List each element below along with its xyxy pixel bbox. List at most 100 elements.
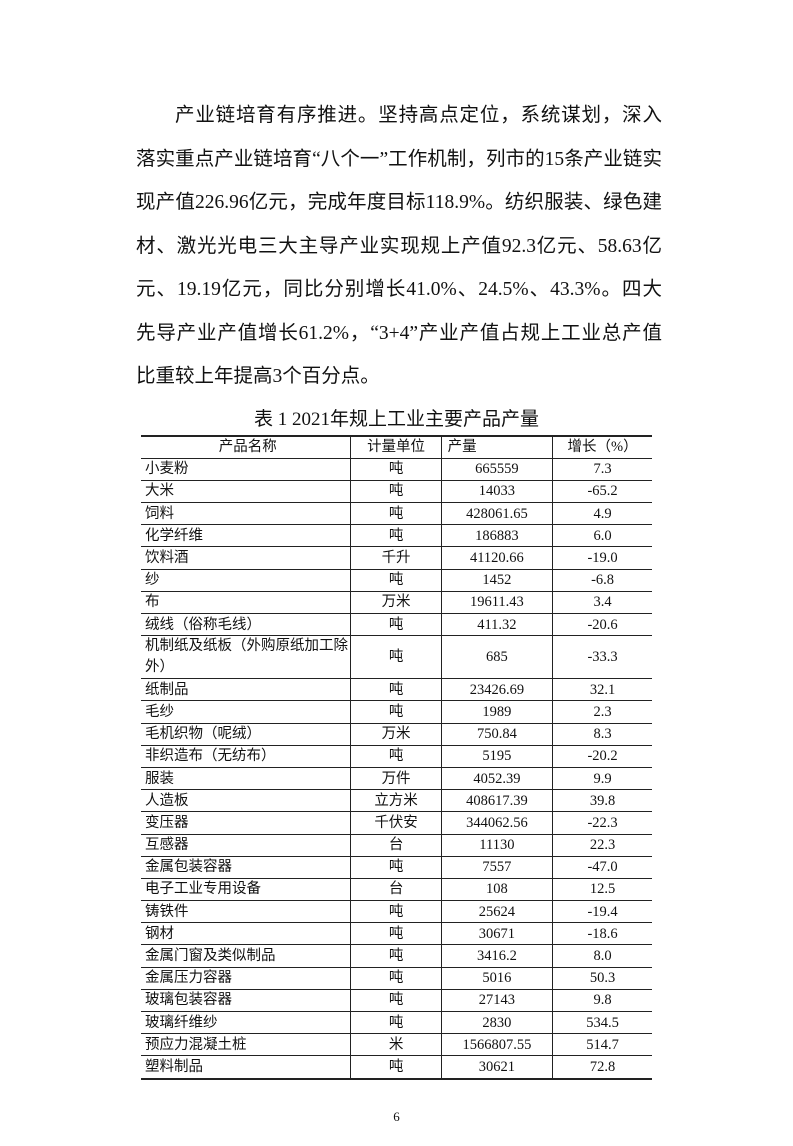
cell-growth: -47.0 — [552, 855, 652, 879]
cell-output: 30621 — [440, 1055, 553, 1080]
table-row: 布万米 19611.43 3.4 — [141, 590, 652, 615]
cell-growth: 32.1 — [552, 678, 652, 702]
cell-unit: 吨 — [350, 988, 442, 1013]
table-row: 小麦粉吨 665559 7.3 — [141, 457, 652, 481]
cell-growth: 12.5 — [552, 877, 652, 902]
cell-product-name: 非织造布（无纺布） — [141, 744, 351, 768]
cell-product-name: 金属包装容器 — [141, 855, 351, 879]
table-header-row: 产品名称 计量单位 产量 增长（%） — [141, 434, 652, 459]
cell-output: 19611.43 — [440, 590, 553, 615]
cell-growth: 8.0 — [552, 944, 652, 968]
cell-growth: 4.9 — [552, 502, 652, 526]
table-row: 变压器 千伏安 344062.56 -22.3 — [141, 811, 652, 835]
cell-unit: 吨 — [350, 700, 442, 724]
cell-unit: 吨 — [350, 678, 442, 702]
cell-growth: 9.9 — [552, 766, 652, 791]
cell-product-name: 布 — [141, 590, 351, 615]
table-row: 机制纸及纸板（外购原纸加工除外）吨 685 -33.3 — [141, 635, 652, 680]
cell-output: 665559 — [440, 457, 553, 481]
cell-product-name: 玻璃包装容器 — [141, 988, 351, 1013]
cell-growth: 514.7 — [552, 1033, 652, 1057]
cell-output: 25624 — [440, 900, 553, 924]
cell-unit: 吨 — [350, 612, 442, 637]
cell-growth: 6.0 — [552, 524, 652, 548]
cell-product-name: 塑料制品 — [141, 1055, 351, 1080]
table-row: 人造板 立方米 408617.39 39.8 — [141, 789, 652, 813]
page-number: 6 — [393, 1108, 400, 1124]
cell-growth: -6.8 — [552, 568, 652, 592]
cell-output: 5016 — [440, 966, 553, 990]
table-row: 饲料吨 428061.65 4.9 — [141, 502, 652, 526]
cell-unit: 吨 — [350, 568, 442, 592]
cell-unit: 台 — [350, 877, 442, 902]
cell-unit: 吨 — [350, 635, 442, 680]
cell-unit: 万米 — [350, 590, 442, 615]
cell-unit: 吨 — [350, 479, 442, 504]
cell-product-name: 饮料酒 — [141, 546, 351, 570]
cell-unit: 米 — [350, 1033, 442, 1057]
header-unit: 计量单位 — [350, 434, 442, 459]
cell-product-name: 金属压力容器 — [141, 966, 351, 990]
cell-output: 3416.2 — [440, 944, 553, 968]
table-row: 互感器台 11130 22.3 — [141, 833, 652, 857]
cell-growth: 534.5 — [552, 1010, 652, 1035]
cell-unit: 吨 — [350, 900, 442, 924]
cell-product-name: 互感器 — [141, 833, 351, 857]
table-row: 铸铁件吨 25624 -19.4 — [141, 900, 652, 924]
product-output-table: 产品名称 计量单位 产量 增长（%） 小麦粉吨 665559 7.3 大米吨 14033… — [141, 434, 652, 1080]
table-row: 毛机织物（呢绒） 万米 750.84 8.3 — [141, 722, 652, 746]
cell-unit: 立方米 — [350, 789, 442, 813]
cell-output: 186883 — [440, 524, 553, 548]
table-row: 电子工业专用设备台 108 12.5 — [141, 877, 652, 902]
cell-output: 685 — [440, 635, 553, 680]
cell-product-name: 金属门窗及类似制品 — [141, 944, 351, 968]
cell-output: 41120.66 — [440, 546, 553, 570]
table-row: 预应力混凝土桩米 1566807.55 514.7 — [141, 1033, 652, 1057]
cell-growth: -18.6 — [552, 922, 652, 946]
header-output: 产量 — [440, 434, 553, 459]
cell-product-name: 变压器 — [141, 811, 351, 835]
table-row: 纱吨 1452 -6.8 — [141, 568, 652, 592]
cell-growth: 72.8 — [552, 1055, 652, 1080]
cell-output: 23426.69 — [440, 678, 553, 702]
cell-unit: 千伏安 — [350, 811, 442, 835]
cell-output: 11130 — [440, 833, 553, 857]
cell-product-name: 饲料 — [141, 502, 351, 526]
cell-output: 1566807.55 — [440, 1033, 553, 1057]
table-body: 小麦粉吨 665559 7.3 大米吨 14033 -65.2 饲料吨 428061.65 4.… — [141, 457, 652, 1080]
cell-growth: 9.8 — [552, 988, 652, 1013]
cell-product-name: 铸铁件 — [141, 900, 351, 924]
cell-product-name: 预应力混凝土桩 — [141, 1033, 351, 1057]
table-row: 大米吨 14033 -65.2 — [141, 479, 652, 504]
table-row: 毛纱吨 1989 2.3 — [141, 700, 652, 724]
cell-growth: 8.3 — [552, 722, 652, 746]
table-row: 饮料酒 千升 41120.66 -19.0 — [141, 546, 652, 570]
cell-unit: 吨 — [350, 457, 442, 481]
cell-unit: 吨 — [350, 524, 442, 548]
cell-unit: 千升 — [350, 546, 442, 570]
cell-output: 7557 — [440, 855, 553, 879]
cell-unit: 吨 — [350, 944, 442, 968]
cell-growth: 50.3 — [552, 966, 652, 990]
cell-output: 428061.65 — [440, 502, 553, 526]
table-row: 金属包装容器吨 7557 -47.0 — [141, 855, 652, 879]
table-row: 玻璃纤维纱吨 2830 534.5 — [141, 1010, 652, 1035]
cell-output: 750.84 — [440, 722, 553, 746]
table-row: 玻璃包装容器吨 27143 9.8 — [141, 988, 652, 1013]
cell-unit: 吨 — [350, 502, 442, 526]
cell-output: 1452 — [440, 568, 553, 592]
cell-output: 1989 — [440, 700, 553, 724]
cell-unit: 吨 — [350, 855, 442, 879]
cell-unit: 吨 — [350, 1055, 442, 1080]
cell-product-name: 毛机织物（呢绒） — [141, 722, 351, 746]
cell-product-name: 纸制品 — [141, 678, 351, 702]
cell-unit: 万米 — [350, 722, 442, 746]
cell-output: 408617.39 — [440, 789, 553, 813]
cell-product-name: 人造板 — [141, 789, 351, 813]
header-product-name: 产品名称 — [141, 434, 351, 459]
table-row: 纸制品吨 23426.69 32.1 — [141, 678, 652, 702]
cell-product-name: 纱 — [141, 568, 351, 592]
cell-output: 2830 — [440, 1010, 553, 1035]
cell-growth: -20.6 — [552, 612, 652, 637]
cell-product-name: 绒线（俗称毛线） — [141, 612, 351, 637]
